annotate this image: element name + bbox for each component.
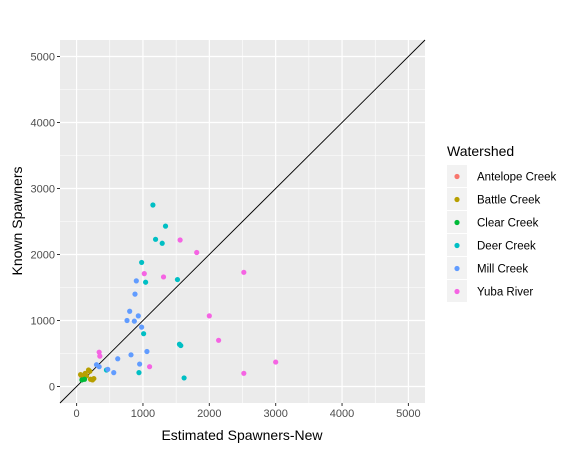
point-clear-creek: [81, 376, 88, 382]
point-yuba-river: [160, 274, 167, 280]
y-tick-label: 4000: [31, 118, 55, 130]
y-tick-label: 0: [49, 382, 55, 394]
legend-symbol-antelope-creek: [454, 173, 460, 180]
point-yuba-river: [96, 349, 102, 355]
legend-symbol-clear-creek: [454, 219, 460, 226]
point-yuba-river: [194, 249, 200, 256]
legend-label-mill-creek: Mill Creek: [477, 264, 528, 276]
point-mill-creek: [127, 308, 133, 314]
y-tick-label: 1000: [31, 316, 55, 328]
identity-reference-line: [59, 39, 426, 404]
point-yuba-river: [241, 370, 247, 376]
point-battle-creek: [87, 368, 93, 374]
point-yuba-river: [206, 313, 212, 319]
point-yuba-river: [97, 353, 103, 359]
point-yuba-river: [177, 237, 183, 243]
legend: Watershed Antelope Creek Battle Creek Clea…: [447, 143, 557, 302]
point-deer-creek: [178, 342, 184, 349]
point-mill-creek: [135, 313, 141, 319]
point-deer-creek: [159, 240, 165, 246]
x-tick-label: 5000: [396, 408, 420, 420]
point-mill-creek: [96, 364, 102, 370]
point-deer-creek: [136, 370, 142, 376]
y-axis: 0 1000 2000 3000 4000 5000: [31, 52, 60, 394]
x-tick-label: 3000: [263, 408, 287, 420]
point-mill-creek: [124, 317, 130, 324]
y-tick-label: 3000: [31, 184, 55, 196]
point-mill-creek: [105, 366, 111, 372]
legend-label-battle-creek: Battle Creek: [477, 195, 541, 207]
reference-line-group: [59, 39, 426, 404]
point-yuba-river: [146, 364, 153, 370]
point-deer-creek: [174, 276, 181, 283]
point-deer-creek: [150, 202, 156, 208]
legend-label-deer-creek: Deer Creek: [477, 241, 536, 253]
legend-symbol-battle-creek: [454, 196, 460, 203]
point-mill-creek: [139, 324, 145, 330]
legend-label-clear-creek: Clear Creek: [477, 218, 539, 230]
point-mill-creek: [115, 356, 121, 362]
point-mill-creek: [111, 370, 117, 376]
y-axis-title: Known Spawners: [9, 167, 25, 276]
y-tick-label: 2000: [31, 250, 55, 262]
x-tick-label: 2000: [197, 408, 221, 420]
point-yuba-river: [216, 337, 222, 343]
point-deer-creek: [143, 279, 149, 285]
point-yuba-river: [273, 359, 279, 365]
point-deer-creek: [181, 375, 187, 381]
x-axis-title: Estimated Spawners-New: [161, 427, 323, 443]
x-tick-label: 1000: [131, 408, 155, 420]
point-battle-creek: [91, 375, 97, 382]
point-deer-creek: [141, 331, 147, 337]
data-points: [77, 202, 279, 383]
x-tick-label: 0: [74, 408, 80, 420]
point-mill-creek: [128, 352, 134, 358]
legend-label-yuba-river: Yuba River: [477, 287, 533, 299]
point-mill-creek: [131, 318, 137, 324]
point-mill-creek: [133, 278, 139, 284]
legend-symbol-deer-creek: [454, 242, 460, 249]
point-deer-creek: [139, 259, 145, 266]
y-tick-label: 5000: [31, 52, 55, 64]
legend-symbol-mill-creek: [454, 265, 460, 272]
legend-label-antelope-creek: Antelope Creek: [477, 172, 557, 184]
major-gridlines: [60, 40, 425, 403]
point-mill-creek: [137, 361, 143, 367]
point-deer-creek: [152, 236, 159, 242]
x-tick-label: 4000: [330, 408, 354, 420]
point-deer-creek: [162, 223, 169, 229]
point-mill-creek: [144, 348, 150, 355]
legend-symbol-yuba-river: [454, 288, 460, 295]
point-yuba-river: [141, 271, 147, 277]
point-mill-creek: [132, 291, 138, 297]
point-yuba-river: [241, 269, 247, 275]
legend-title: Watershed: [447, 143, 514, 159]
x-axis: 0 1000 2000 3000 4000 5000: [74, 403, 421, 420]
